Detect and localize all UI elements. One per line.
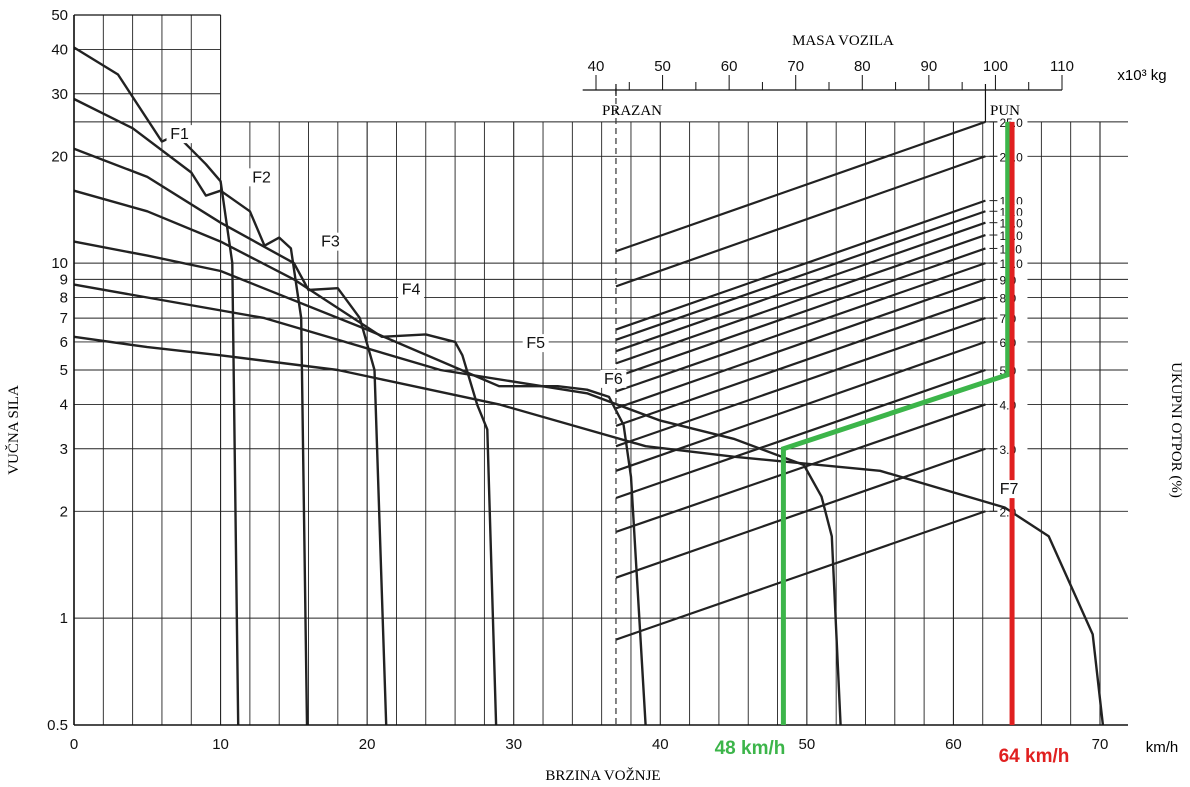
top-axis-tick-label: 100 (983, 58, 1008, 75)
y-tick-label: 3 (60, 441, 68, 458)
labels: F1 F2 F3 F4 F5 F6 F7 (166, 125, 1023, 499)
resistance-line (615, 247, 986, 378)
gear-label-f6: F6 (604, 371, 623, 388)
gear-label-bg (398, 280, 425, 299)
gear-label-f1: F1 (170, 126, 189, 143)
prazan-label: PRAZAN (602, 103, 662, 119)
top-axis-tick-label: 70 (787, 58, 804, 75)
x-tick-label: 60 (945, 736, 962, 753)
resistance-line (615, 120, 986, 253)
resistance-line (615, 278, 986, 410)
y-axis-left-label: VUČNA SILA (5, 385, 22, 475)
gear-curve-f7 (73, 335, 1105, 726)
gear-label-f3: F3 (321, 234, 340, 251)
gear-curve-f6 (73, 283, 842, 726)
resistance-line (615, 155, 986, 288)
x-tick-label: 10 (212, 736, 229, 753)
grid (73, 14, 1128, 725)
gear-label-f2: F2 (252, 169, 271, 186)
y-tick-label: 9 (60, 271, 68, 288)
highlight-paths (780, 121, 1015, 725)
x-tick-label: 40 (652, 736, 669, 753)
y-tick-label: 5 (60, 362, 68, 379)
y-tick-label: 8 (60, 290, 68, 307)
y-axis-right-label: UKUPNI OTPOR (%) (1168, 362, 1184, 498)
gear-curve-f5 (73, 240, 647, 726)
top-axis-unit: x10³ kg (1117, 67, 1166, 84)
y-tick-label: 1 (60, 610, 68, 627)
resistance-line (615, 447, 986, 579)
resistance-line (615, 199, 986, 331)
gear-label-bg (996, 480, 1023, 499)
gear-label-bg (166, 125, 193, 144)
resistance-line (615, 403, 986, 533)
x-axis-unit: km/h (1146, 739, 1179, 756)
pun-label: PUN (990, 103, 1020, 119)
x-tick-label: 20 (359, 736, 376, 753)
x-tick-label: 50 (799, 736, 816, 753)
resistance-line (615, 210, 986, 341)
resistance-lines: 25.020.015.014.013.012.011.010.09.08.07.… (615, 114, 1028, 641)
gear-curves (73, 46, 1105, 726)
top-axis-label: MASA VOZILA (792, 33, 894, 49)
y-tick-label: 2 (60, 503, 68, 520)
y-tick-label: 7 (60, 310, 68, 327)
top-axis-tick-label: 40 (588, 58, 605, 75)
resistance-line (615, 368, 986, 500)
resistance-line (615, 262, 986, 393)
top-axis-tick-label: 110 (1050, 58, 1074, 75)
gear-label-f4: F4 (402, 282, 421, 299)
green-path (780, 121, 1011, 725)
gear-curve-f2 (73, 97, 309, 726)
x-axis-label: BRZINA VOŽNJE (545, 767, 660, 784)
resistance-line (615, 233, 986, 365)
gear-curve-f1 (73, 46, 240, 726)
gear-label-bg (248, 168, 275, 187)
resistance-line (615, 510, 986, 641)
y-tick-label: 30 (51, 86, 68, 103)
y-tick-label: 0.5 (47, 717, 68, 734)
gear-label-bg (522, 334, 549, 353)
y-tick-label: 50 (51, 7, 68, 24)
y-tick-label: 4 (60, 396, 68, 413)
resistance-line (615, 221, 986, 353)
x-tick-label: 70 (1092, 736, 1109, 753)
y-tick-label: 20 (51, 148, 68, 165)
y-tick-label: 6 (60, 334, 68, 351)
top-axis-tick-label: 60 (721, 58, 738, 75)
resistance-line (615, 296, 986, 427)
gear-label-bg (317, 232, 344, 251)
top-axis-tick-label: 90 (921, 58, 938, 75)
red-speed-label: 64 km/h (999, 746, 1070, 767)
x-tick-label: 30 (505, 736, 522, 753)
top-axis-tick-label: 50 (654, 58, 671, 75)
top-axis-tick-label: 80 (854, 58, 871, 75)
gear-label-bg (600, 369, 627, 388)
green-speed-label: 48 km/h (715, 738, 786, 759)
gear-curve-f4 (73, 189, 498, 726)
y-tick-label: 40 (51, 41, 68, 58)
x-tick-label: 0 (70, 736, 78, 753)
resistance-line (615, 317, 986, 448)
y-tick-label: 10 (51, 255, 68, 272)
gear-label-f7: F7 (1000, 481, 1019, 498)
gear-label-f5: F5 (526, 335, 545, 352)
